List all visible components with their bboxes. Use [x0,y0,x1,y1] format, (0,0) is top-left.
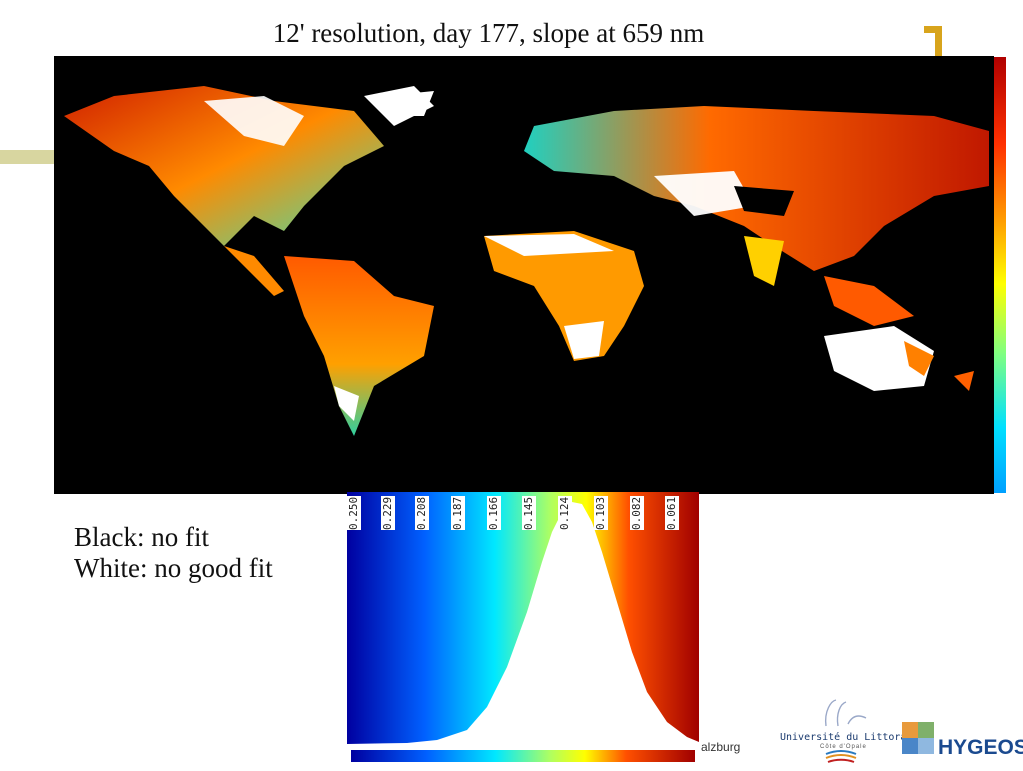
slide-title: 12' resolution, day 177, slope at 659 nm [272,18,705,48]
hygeos-logo-mark [902,722,934,754]
histogram-tick-label: 0.250 [347,496,361,530]
histogram-tick-label: 0.145 [522,496,536,530]
decorative-bracket [924,26,942,58]
ulco-logo-graphic [824,699,867,763]
histogram-tick-label: 0.082 [630,496,644,530]
histogram-tick-label: 0.103 [594,496,608,530]
histogram-graphic [347,492,699,766]
histogram-tick-label: 0.061 [665,496,679,530]
map-colorbar [994,57,1006,493]
histogram-tick-label: 0.166 [487,496,501,530]
hygeos-logo: HYGEOS [898,720,1023,764]
world-map-graphic [64,86,989,436]
world-map-image [54,56,994,494]
ulco-logo: Université du Littoral Côte d'Opale [776,696,912,764]
ulco-subtitle: Côte d'Opale [820,744,867,750]
histogram-tick-row: 0.250 0.229 0.208 0.187 0.166 0.145 0.12… [347,494,699,530]
histogram-tick-label: 0.124 [558,496,572,530]
histogram-tick-label: 0.229 [381,496,395,530]
legend-text-block: Black: no fit White: no good fit [74,522,273,584]
legend-black-label: Black: no fit [74,522,209,552]
decorative-bar [0,150,60,164]
legend-white-label: White: no good fit [74,553,273,583]
footer-text: alzburg [701,740,741,754]
histogram-image [347,492,699,766]
hygeos-name: HYGEOS [938,736,1023,759]
histogram-tick-label: 0.187 [451,496,465,530]
histogram-tick-label: 0.208 [415,496,429,530]
ulco-name: Université du Littoral [780,732,913,743]
